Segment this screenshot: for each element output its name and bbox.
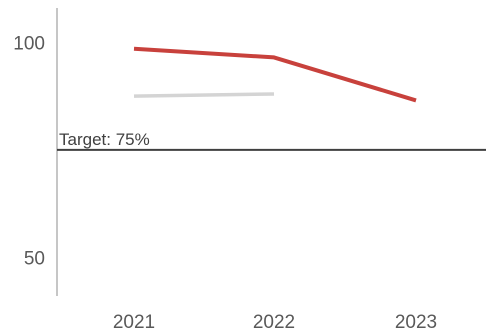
series-line-2 xyxy=(133,92,275,98)
x-tick-label: 2021 xyxy=(113,312,155,331)
x-axis-ticks: 2021 2022 2023 xyxy=(113,312,437,331)
target-label: Target: 75% xyxy=(59,130,150,149)
x-tick-label: 2022 xyxy=(253,312,295,331)
series-line-1 xyxy=(133,46,417,103)
y-tick-label: 50 xyxy=(24,248,45,269)
x-tick-label: 2023 xyxy=(395,312,437,331)
target-layer: Target: 75% xyxy=(57,130,486,151)
series-layer xyxy=(133,46,417,103)
y-tick-label: 100 xyxy=(13,33,45,54)
y-axis-ticks: 100 50 xyxy=(13,33,45,269)
